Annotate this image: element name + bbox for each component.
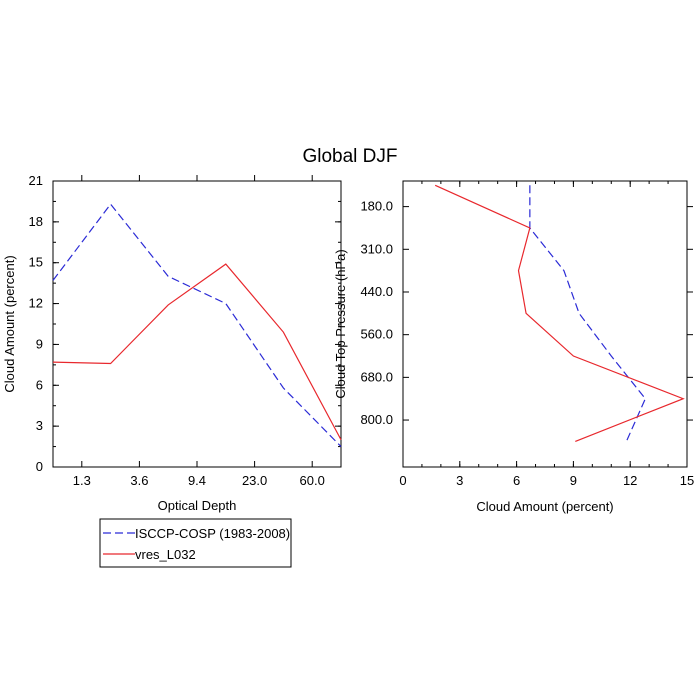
left-plot-frame [52, 180, 342, 468]
right-x-tick-label: 3 [456, 473, 463, 488]
left-y-tick-label: 0 [36, 459, 43, 474]
right-panel: 0 3 6 9 12 15 180.0 310.0 440.0 560.0 680.0 800.0 C… [333, 180, 694, 514]
left-y-tick-label: 18 [29, 214, 43, 229]
right-x-tick-label: 15 [680, 473, 694, 488]
right-series-isccp-line [529, 185, 647, 442]
left-y-axis-title: Cloud Amount (percent) [2, 255, 17, 392]
left-x-tick-label: 23.0 [242, 473, 267, 488]
right-x-axis-title: Cloud Amount (percent) [476, 499, 613, 514]
left-y-tick-label: 9 [36, 336, 43, 351]
right-y-axis-title: Cloud Top Pressure (hPa) [333, 249, 348, 398]
left-series-isccp-line [52, 203, 342, 447]
right-x-tick-label: 6 [513, 473, 520, 488]
right-series-vres-line [434, 184, 685, 442]
left-x-tick-label: 3.6 [130, 473, 148, 488]
legend-label-isccp: ISCCP-COSP (1983-2008) [135, 526, 290, 541]
left-x-axis-title: Optical Depth [158, 498, 237, 513]
legend-label-vres: vres_L032 [135, 547, 196, 562]
left-y-tick-label: 12 [29, 296, 43, 311]
right-plot-frame [402, 180, 688, 468]
right-x-tick-label: 12 [623, 473, 637, 488]
right-x-tick-label: 0 [399, 473, 406, 488]
left-ticks: 0 3 6 9 12 15 18 21 1.3 3.6 9.4 23.0 60.0 [29, 173, 341, 488]
right-series [434, 184, 685, 442]
legend-box [99, 518, 292, 568]
left-series [52, 203, 342, 447]
right-y-tick-label: 310.0 [360, 241, 393, 256]
right-y-tick-label: 180.0 [360, 199, 393, 214]
left-y-tick-label: 6 [36, 377, 43, 392]
right-y-tick-label: 560.0 [360, 327, 393, 342]
left-panel: 0 3 6 9 12 15 18 21 1.3 3.6 9.4 23.0 60.0 Optical De… [2, 173, 342, 513]
left-x-tick-label: 9.4 [188, 473, 206, 488]
right-y-tick-label: 440.0 [360, 284, 393, 299]
right-x-tick-label: 9 [570, 473, 577, 488]
right-y-tick-label: 800.0 [360, 412, 393, 427]
left-x-tick-label: 60.0 [300, 473, 325, 488]
left-y-tick-label: 15 [29, 255, 43, 270]
right-ticks: 0 3 6 9 12 15 180.0 310.0 440.0 560.0 680.0 800.0 [360, 181, 694, 488]
left-series-vres-line [52, 263, 342, 441]
chart-title: Global DJF [302, 146, 397, 167]
left-y-tick-label: 3 [36, 418, 43, 433]
legend: ISCCP-COSP (1983-2008) vres_L032 [99, 518, 292, 568]
left-x-tick-label: 1.3 [73, 473, 91, 488]
left-y-tick-label: 21 [29, 173, 43, 188]
right-y-tick-label: 680.0 [360, 369, 393, 384]
